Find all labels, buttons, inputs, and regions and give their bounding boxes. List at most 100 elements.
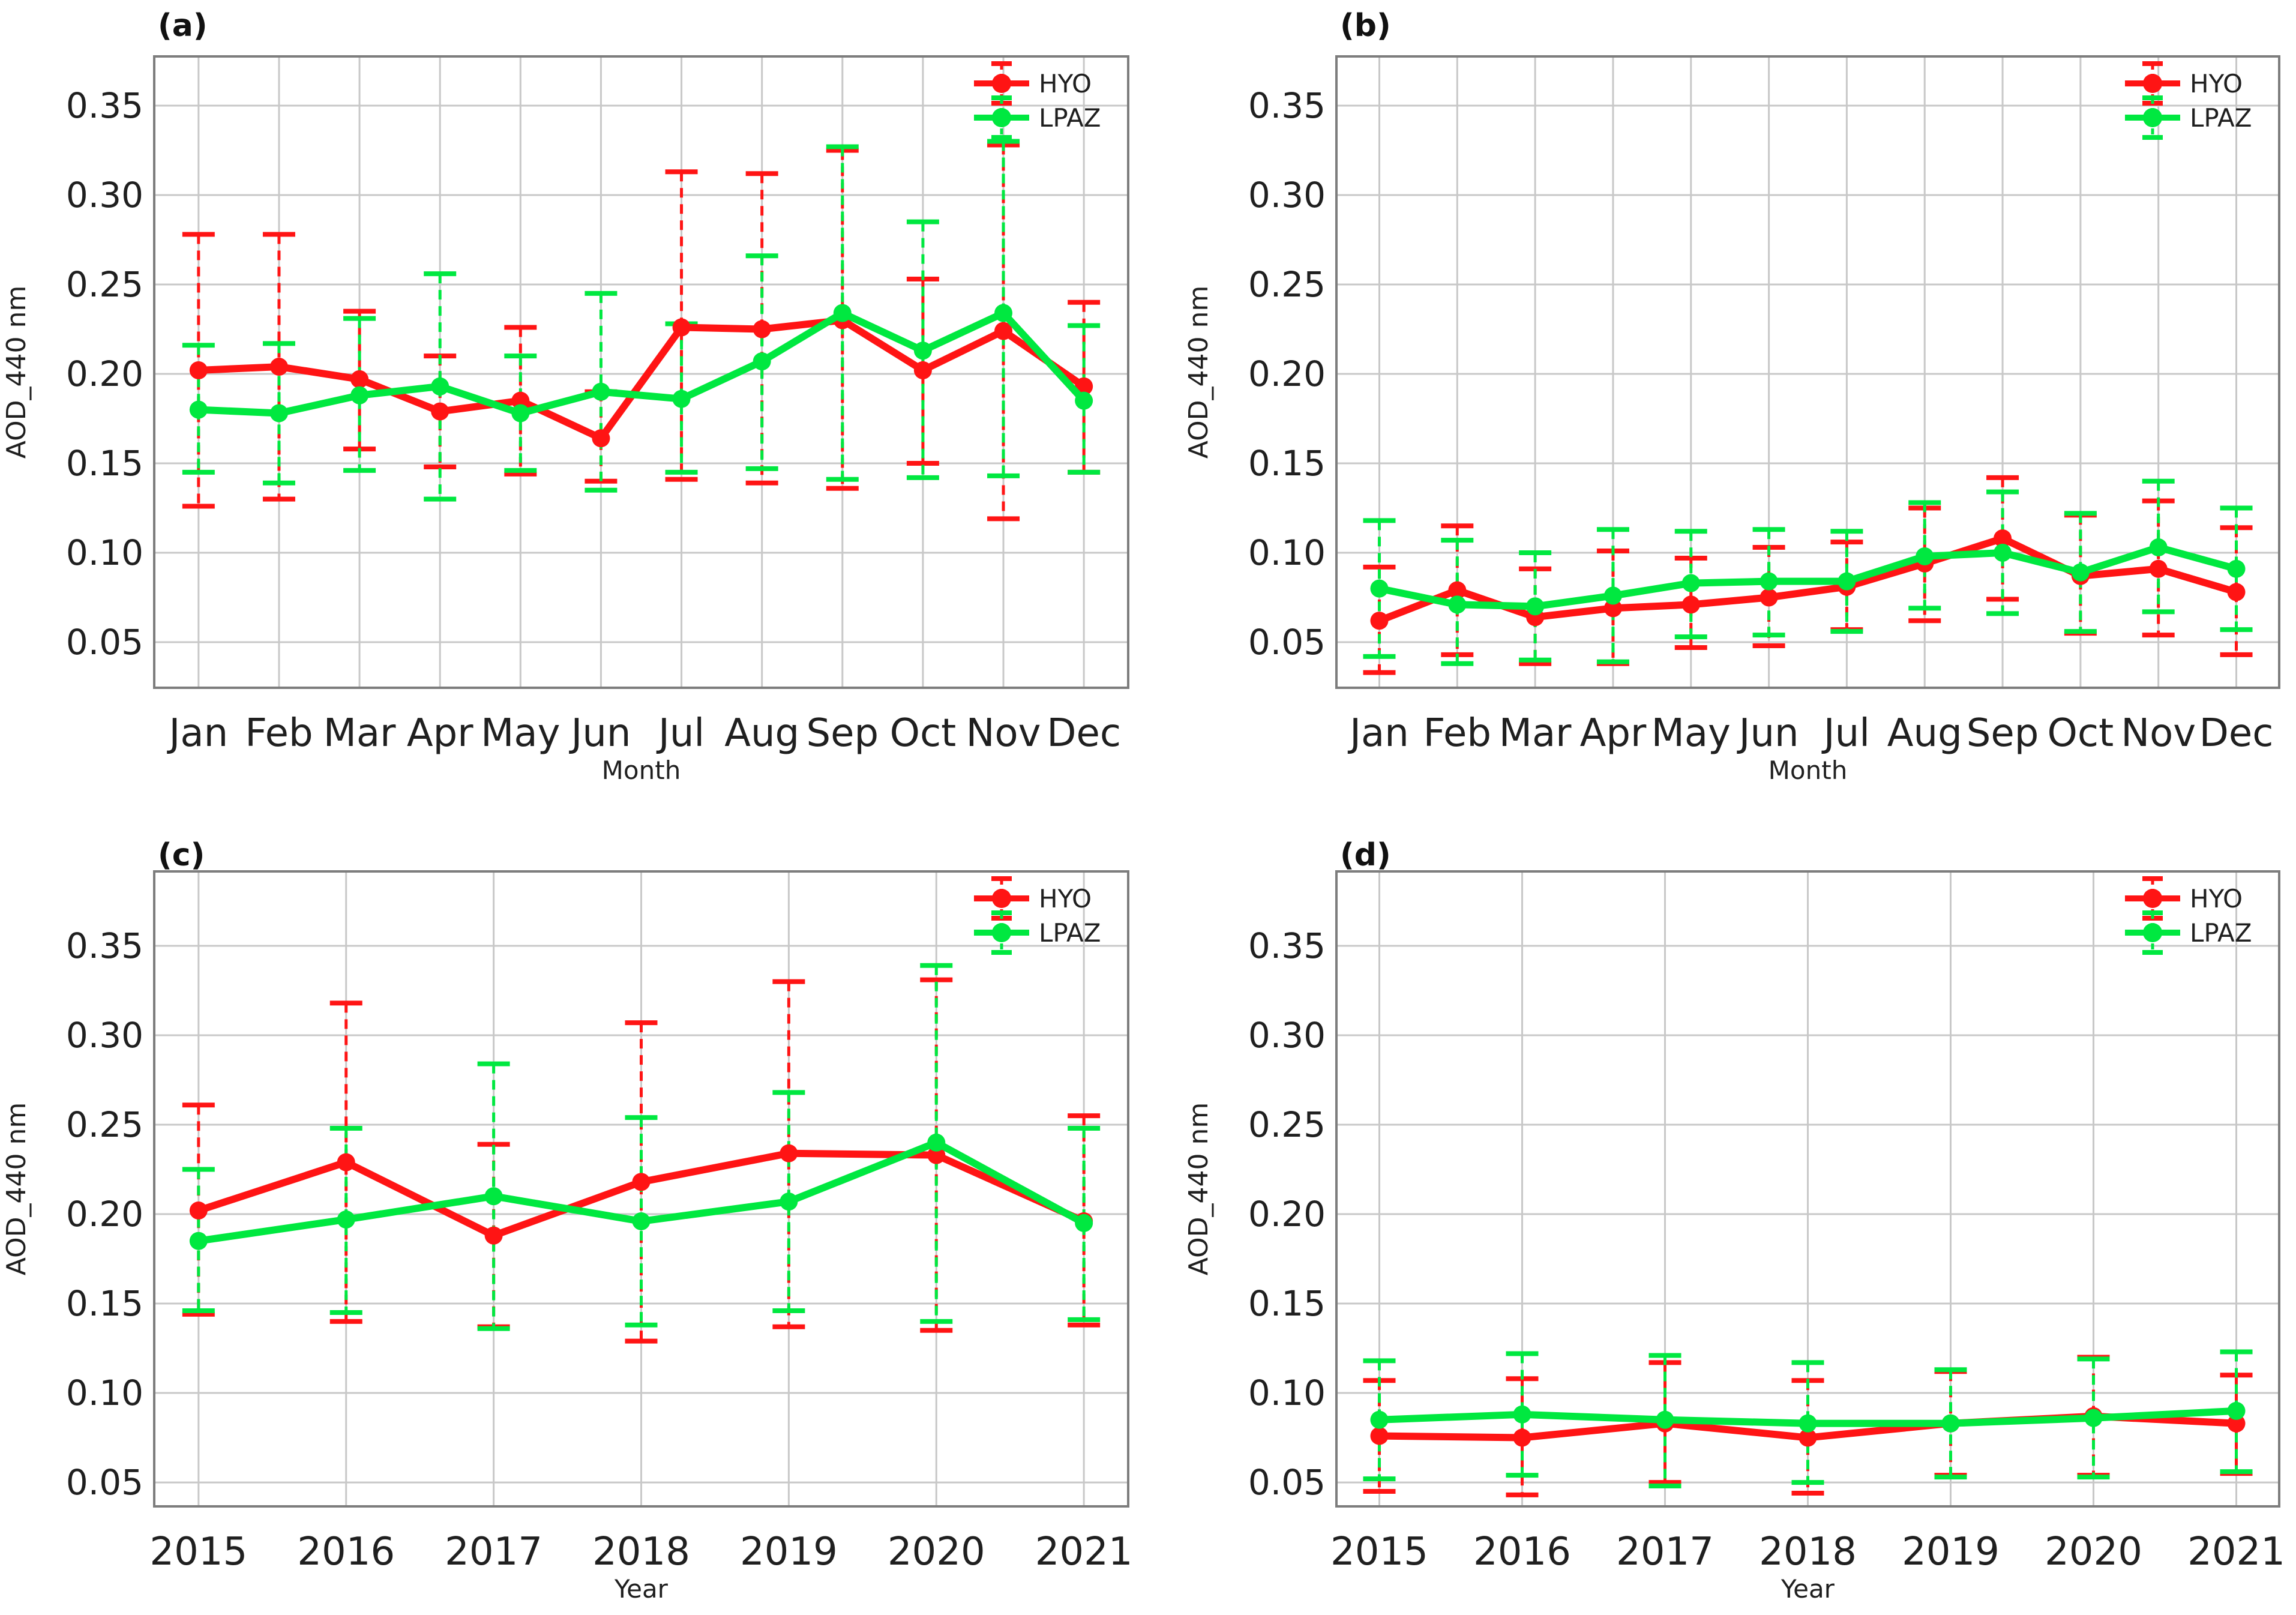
marker-LPAZ (1075, 391, 1093, 410)
panel-b: 0.35 0.30 0.25 0.20 0.15 0.10 0.05 Jan Feb Mar Apr… (1183, 8, 2280, 785)
ytick-label: 0.30 (1248, 175, 1326, 215)
marker-HYO (337, 1153, 355, 1171)
marker-LPAZ (269, 404, 288, 423)
xtick-label: Oct (890, 711, 957, 756)
xtick-label: Apr (1580, 711, 1647, 756)
marker-LPAZ (1916, 547, 1934, 565)
legend-marker (992, 108, 1011, 127)
marker-LPAZ (927, 1133, 946, 1152)
marker-LPAZ (2227, 559, 2246, 578)
marker-HYO (2227, 1414, 2246, 1433)
ytick-label: 0.35 (1248, 925, 1326, 966)
ytick-label: 0.25 (1248, 1104, 1326, 1145)
xtick-label: 2018 (592, 1530, 690, 1574)
legend-entry-LPAZ: LPAZ (974, 910, 1101, 955)
marker-HYO (484, 1226, 503, 1245)
xtick-label: 2016 (297, 1530, 395, 1574)
legend-label: HYO (1039, 884, 1092, 913)
legend-label: HYO (2190, 884, 2243, 913)
xtick-label: Mar (323, 711, 396, 756)
marker-LPAZ (1513, 1405, 1531, 1424)
panel-letter: (d) (1340, 837, 1391, 873)
panel-a: 0.35 0.30 0.25 0.20 0.15 0.10 0.05 Jan Feb Mar Apr… (1, 8, 1129, 785)
marker-LPAZ (1994, 543, 2012, 562)
xtick-label: Aug (1887, 711, 1962, 756)
marker-LPAZ (1603, 586, 1622, 605)
marker-HYO (780, 1144, 798, 1162)
xtick-label: 2021 (2187, 1530, 2285, 1574)
ytick-label: 0.20 (1248, 1194, 1326, 1235)
marker-HYO (189, 1201, 208, 1220)
series-line-HYO (198, 316, 1086, 442)
legend-label: LPAZ (1039, 103, 1101, 133)
marker-HYO (632, 1173, 651, 1191)
marker-LPAZ (753, 352, 771, 371)
marker-LPAZ (350, 386, 369, 405)
ytick-label: 0.35 (66, 925, 143, 966)
ytick-label: 0.20 (66, 1194, 143, 1235)
marker-HYO (269, 358, 288, 376)
xtick-label: 2021 (1035, 1530, 1133, 1574)
plot-border (1335, 55, 2280, 689)
y-axis-label: AOD_440 nm (1, 286, 32, 459)
xtick-label: Feb (1423, 711, 1491, 756)
y-axis-label: AOD_440 nm (1183, 286, 1214, 459)
xtick-label: 2017 (1616, 1530, 1714, 1574)
ytick-label: 0.30 (66, 175, 143, 215)
marker-LPAZ (1370, 1410, 1389, 1429)
xtick-label: Feb (245, 711, 313, 756)
marker-LPAZ (2071, 563, 2090, 582)
marker-LPAZ (189, 1232, 208, 1250)
ytick-label: 0.05 (66, 622, 143, 663)
panel-letter: (c) (158, 837, 205, 873)
marker-LPAZ (1681, 574, 1700, 592)
series-line-HYO (1378, 535, 2238, 624)
xtick-label: Nov (2121, 711, 2196, 756)
xtick-label: 2018 (1759, 1530, 1857, 1574)
ytick-label: 0.10 (66, 1373, 143, 1413)
y-axis-label: AOD_440 nm (1, 1102, 32, 1276)
panel-letter: (a) (158, 8, 208, 44)
series-line-LPAZ (1378, 544, 2238, 610)
marker-LPAZ (780, 1192, 798, 1211)
marker-LPAZ (1075, 1214, 1093, 1232)
xtick-label: Jan (167, 711, 229, 756)
xtick-label: Sep (806, 711, 879, 756)
marker-HYO (753, 320, 771, 338)
ytick-label: 0.15 (66, 443, 143, 484)
xtick-label: 2020 (2045, 1530, 2142, 1574)
marker-HYO (1994, 529, 2012, 548)
xtick-label: Jun (1737, 711, 1799, 756)
xtick-label: May (1651, 711, 1731, 756)
marker-HYO (994, 322, 1013, 340)
ytick-label: 0.10 (1248, 532, 1326, 573)
marker-LPAZ (672, 389, 691, 408)
marker-LPAZ (592, 382, 610, 401)
marker-HYO (1681, 595, 1700, 614)
legend-marker (2143, 889, 2162, 908)
legend-label: LPAZ (2190, 918, 2252, 948)
plot-border (153, 870, 1129, 1508)
ytick-label: 0.20 (66, 353, 143, 394)
xtick-label: Nov (966, 711, 1041, 756)
marker-LPAZ (511, 404, 530, 423)
xtick-label: Apr (407, 711, 473, 756)
marker-LPAZ (994, 304, 1013, 322)
legend-marker (2143, 108, 2162, 127)
plot-border (1335, 870, 2280, 1508)
ytick-label: 0.05 (1248, 1462, 1326, 1503)
xtick-label: Aug (724, 711, 799, 756)
legend-marker (992, 74, 1011, 93)
marker-LPAZ (431, 377, 449, 395)
ytick-label: 0.10 (1248, 1373, 1326, 1413)
marker-HYO (1370, 612, 1389, 630)
xtick-label: 2020 (888, 1530, 985, 1574)
marker-HYO (1448, 581, 1467, 600)
marker-LPAZ (1370, 579, 1389, 598)
marker-HYO (511, 391, 530, 410)
xtick-label: Mar (1499, 711, 1572, 756)
marker-LPAZ (189, 400, 208, 419)
ytick-label: 0.35 (1248, 85, 1326, 126)
